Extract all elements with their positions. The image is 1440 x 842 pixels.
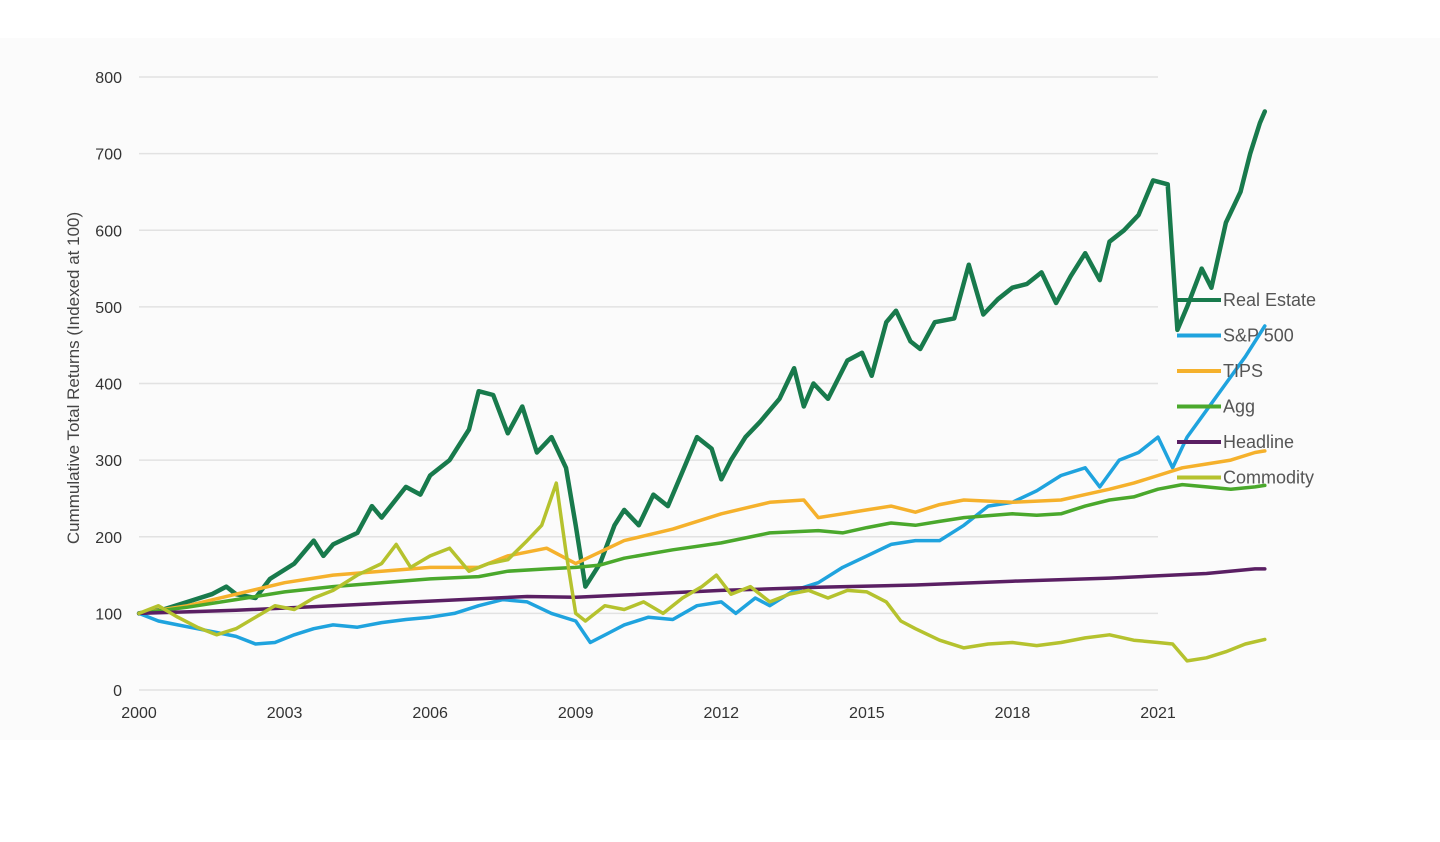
legend-label-agg: Agg bbox=[1223, 397, 1255, 417]
legend-label-commodity: Commodity bbox=[1223, 468, 1314, 488]
legend-label-tips: TIPS bbox=[1223, 361, 1263, 381]
chart-panel: 0 100 200 300 400 500 600 700 800 2000 2003 2006 20… bbox=[0, 38, 1440, 740]
legend-label-real-estate: Real Estate bbox=[1223, 290, 1316, 310]
x-axis-ticks: 2000 2003 2006 2009 2012 2015 2018 2021 bbox=[121, 705, 1176, 722]
legend-label-s-p-500: S&P 500 bbox=[1223, 326, 1294, 346]
y-axis-ticks: 0 100 200 300 400 500 600 700 800 bbox=[95, 70, 122, 700]
legend: Real Estate S&P 500 TIPS Agg Headline Commodi… bbox=[1177, 290, 1316, 488]
series-line-s-p-500 bbox=[137, 324, 1267, 646]
x-tick-label: 2021 bbox=[1140, 705, 1176, 722]
x-tick-label: 2015 bbox=[849, 705, 885, 722]
series-lines bbox=[136, 109, 1268, 663]
y-tick-label: 500 bbox=[95, 300, 122, 317]
y-tick-label: 200 bbox=[95, 530, 122, 547]
y-tick-label: 400 bbox=[95, 377, 122, 394]
x-tick-label: 2018 bbox=[995, 705, 1031, 722]
y-tick-label: 700 bbox=[95, 147, 122, 164]
series-line-real-estate bbox=[136, 109, 1268, 616]
y-axis-label: Cummulative Total Returns (Indexed at 10… bbox=[64, 212, 83, 544]
series-line-tips bbox=[137, 449, 1267, 616]
series-line-commodity bbox=[137, 481, 1267, 663]
y-tick-label: 100 bbox=[95, 606, 122, 623]
series-line-agg bbox=[137, 482, 1267, 616]
x-tick-label: 2006 bbox=[412, 705, 448, 722]
series-line-headline bbox=[137, 567, 1267, 616]
x-tick-label: 2012 bbox=[703, 705, 739, 722]
y-tick-label: 600 bbox=[95, 223, 122, 240]
y-tick-label: 800 bbox=[95, 70, 122, 87]
x-tick-label: 2000 bbox=[121, 705, 157, 722]
x-tick-label: 2009 bbox=[558, 705, 594, 722]
y-tick-label: 0 bbox=[113, 683, 122, 700]
x-tick-label: 2003 bbox=[267, 705, 303, 722]
y-tick-label: 300 bbox=[95, 453, 122, 470]
legend-label-headline: Headline bbox=[1223, 432, 1294, 452]
grid-lines bbox=[139, 76, 1158, 691]
